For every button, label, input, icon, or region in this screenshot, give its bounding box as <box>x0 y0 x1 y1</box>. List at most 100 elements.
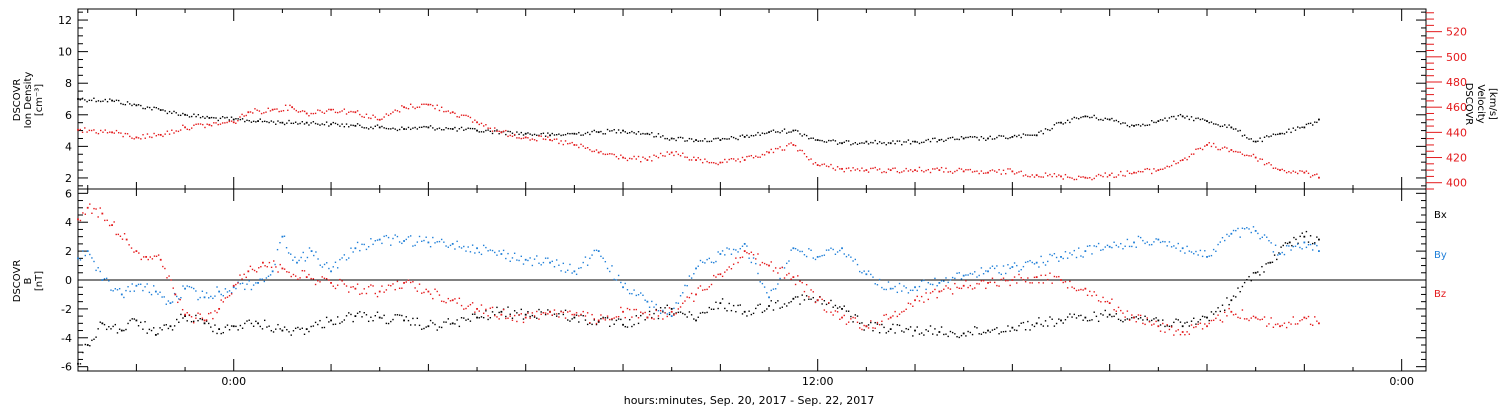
trace-dot <box>1082 256 1084 258</box>
trace-dot <box>575 312 578 314</box>
trace-dot <box>878 168 881 170</box>
trace-dot <box>903 310 905 313</box>
trace-dot <box>454 298 456 300</box>
trace-dot <box>544 313 547 316</box>
trace-dot <box>434 107 436 110</box>
trace-dot <box>867 327 870 329</box>
trace-dot <box>88 99 91 102</box>
trace-dot <box>1122 248 1124 250</box>
trace-dot <box>998 134 1000 137</box>
trace-dot <box>381 118 383 120</box>
trace-dot <box>874 327 876 329</box>
trace-dot <box>876 169 879 171</box>
trace-dot <box>212 330 214 333</box>
trace-dot <box>856 321 859 323</box>
trace-dot <box>370 284 372 286</box>
trace-dot <box>237 282 239 284</box>
trace-dot <box>401 105 403 107</box>
trace-dot <box>325 121 328 123</box>
trace-dot <box>728 248 730 250</box>
trace-dot <box>1166 120 1168 122</box>
trace-dot <box>1228 150 1230 153</box>
trace-dot <box>677 311 680 314</box>
trace-dot <box>153 106 155 109</box>
trace-dot <box>628 131 631 134</box>
trace-dot <box>1033 134 1036 136</box>
trace-dot <box>533 258 536 260</box>
trace-dot <box>1305 246 1308 249</box>
trace-dot <box>668 313 671 316</box>
trace-dot <box>706 258 708 261</box>
data-point <box>695 159 697 161</box>
data-point <box>1035 134 1038 137</box>
trace-dot <box>976 282 978 285</box>
trace-dot <box>440 238 443 241</box>
trace-dot <box>1122 174 1124 177</box>
trace-dot <box>421 292 423 294</box>
trace-dot <box>465 128 467 131</box>
trace-dot <box>507 252 509 255</box>
trace-dot <box>540 133 542 135</box>
trace-dot <box>836 251 839 253</box>
trace-dot <box>152 327 155 329</box>
trace-dot <box>850 315 852 318</box>
trace-dot <box>1066 119 1069 122</box>
trace-dot <box>516 259 518 261</box>
trace-dot <box>766 151 768 153</box>
trace-dot <box>551 260 553 263</box>
trace-dot <box>359 311 361 313</box>
trace-dot <box>1316 244 1318 247</box>
trace-dot <box>881 323 883 326</box>
trace-dot <box>887 330 890 333</box>
trace-dot <box>763 154 766 156</box>
trace-dot <box>325 110 328 112</box>
trace-dot <box>396 280 399 283</box>
trace-dot <box>909 303 912 305</box>
trace-dot <box>690 159 693 161</box>
trace-dot <box>463 317 465 319</box>
trace-dot <box>131 104 133 107</box>
trace-dot <box>1239 129 1241 132</box>
trace-dot <box>1261 265 1263 268</box>
trace-dot <box>706 288 708 291</box>
trace-dot <box>1235 296 1237 298</box>
trace-dot <box>188 314 191 316</box>
data-point <box>1230 232 1233 235</box>
trace-dot <box>642 312 644 315</box>
trace-dot <box>163 296 165 298</box>
data-point <box>1181 247 1184 250</box>
trace-dot <box>255 271 258 273</box>
trace-dot <box>471 127 474 130</box>
trace-dot <box>1221 147 1224 149</box>
trace-dot <box>273 260 275 262</box>
trace-dot <box>821 139 823 142</box>
trace-dot <box>945 333 947 335</box>
trace-dot <box>1022 278 1025 281</box>
trace-dot <box>666 151 668 153</box>
trace-dot <box>589 322 591 324</box>
trace-dot <box>536 134 538 137</box>
trace-dot <box>487 318 489 321</box>
trace-dot <box>721 250 724 252</box>
trace-dot <box>328 108 330 111</box>
data-point <box>86 206 89 209</box>
trace-dot <box>277 323 279 326</box>
trace-dot <box>252 112 254 114</box>
trace-dot <box>640 292 642 294</box>
trace-dot <box>241 278 243 280</box>
data-point <box>841 167 843 170</box>
trace-dot <box>1188 155 1191 158</box>
trace-dot <box>120 102 122 105</box>
trace-dot <box>863 170 865 172</box>
trace-dot <box>883 326 885 329</box>
trace-dot <box>912 140 914 143</box>
trace-dot <box>131 318 133 320</box>
trace-dot <box>965 274 967 276</box>
trace-dot <box>615 316 618 318</box>
trace-dot <box>664 312 666 314</box>
trace-dot <box>901 330 903 332</box>
trace-dot <box>350 124 352 126</box>
trace-dot <box>348 126 350 128</box>
trace-dot <box>263 280 266 283</box>
trace-dot <box>708 257 711 260</box>
